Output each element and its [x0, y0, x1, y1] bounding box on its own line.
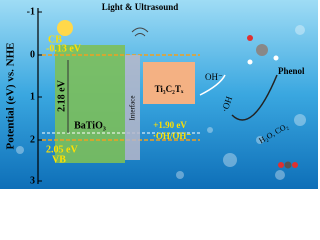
tick-label: -1	[27, 6, 35, 17]
ultrasound-icon	[131, 27, 149, 37]
tick-label: 3	[30, 175, 35, 186]
redox-couple: ·OH/OH⁻	[153, 131, 192, 141]
pollutant: Phenol	[278, 66, 305, 76]
axis-label: Potential (eV) vs. NHE	[5, 43, 17, 150]
energy-input: Light & Ultrasound	[102, 2, 179, 12]
phenol-molecule	[247, 35, 279, 65]
bubbles	[16, 25, 306, 180]
tick-label: 0	[30, 49, 35, 60]
mxene-potential: +1.90 eV	[153, 120, 187, 130]
reactant: OH⁻	[205, 72, 223, 82]
vb-label: VB	[52, 154, 66, 165]
band-gap: 2.18 eV	[56, 79, 67, 111]
cb-potential: -0.13 eV	[46, 43, 82, 54]
mxene-label: Ti₃C₂Tₓ	[155, 84, 184, 94]
batio3-label: BaTiO₃	[74, 120, 106, 131]
co2-molecule	[278, 161, 298, 169]
tick-label: 1	[30, 91, 35, 102]
arrow	[199, 74, 226, 96]
arrow	[231, 74, 278, 121]
sun-icon	[57, 20, 73, 36]
diagram: -1 0 1 2 3 Potential (eV) vs. NHE Light …	[0, 0, 318, 189]
tick-label: 2	[30, 134, 35, 145]
vb-potential: 2.05 eV	[46, 144, 78, 155]
mxene-block	[143, 62, 195, 104]
ticks	[38, 11, 42, 182]
interface-label: Interface	[129, 96, 137, 121]
interface-band	[125, 55, 140, 160]
cb-label: CB	[48, 34, 62, 45]
batio3-block	[55, 45, 125, 163]
